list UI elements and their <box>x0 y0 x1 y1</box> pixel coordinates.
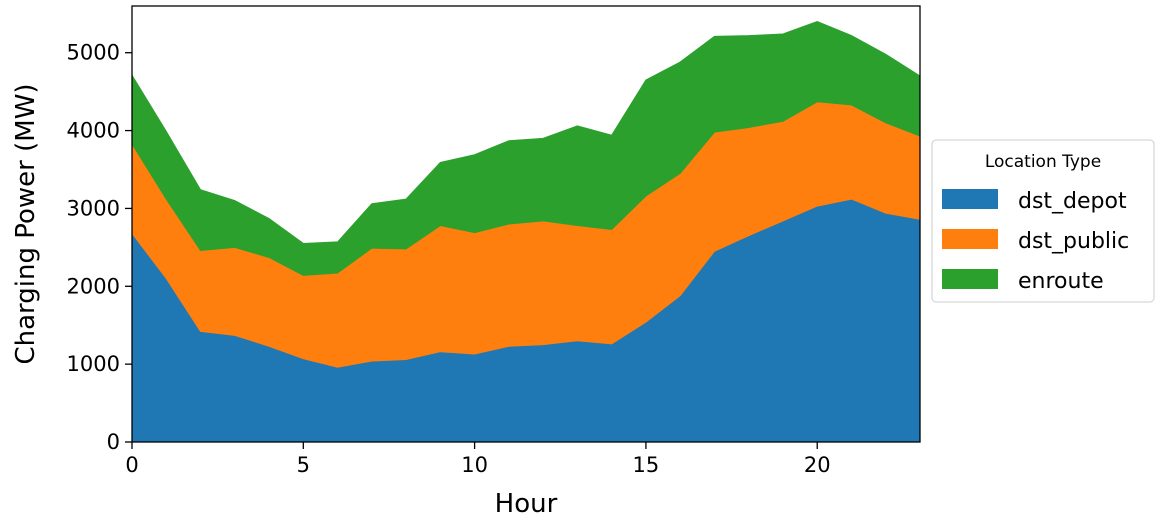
legend-label-enroute: enroute <box>1018 269 1104 294</box>
y-axis-label: Charging Power (MW) <box>11 83 41 364</box>
x-tick-label: 5 <box>297 453 310 477</box>
y-tick-label: 1000 <box>67 352 120 376</box>
x-axis-ticks: 0 5 10 15 20 <box>125 442 831 477</box>
y-axis-ticks: 0 1000 2000 3000 4000 5000 <box>67 41 132 454</box>
y-tick-label: 5000 <box>67 41 120 65</box>
x-tick-label: 0 <box>125 453 138 477</box>
legend-title: Location Type <box>985 152 1101 172</box>
plot-frame <box>131 5 921 443</box>
legend-box <box>931 139 1155 303</box>
y-tick-label: 3000 <box>67 196 120 220</box>
legend-swatch-dst-depot <box>942 189 998 209</box>
area-series-group <box>131 21 921 443</box>
x-tick-label: 10 <box>461 453 488 477</box>
y-tick-label: 2000 <box>67 274 120 298</box>
x-axis-label: Hour <box>495 489 558 518</box>
x-tick-label: 15 <box>633 453 660 477</box>
y-tick-label: 0 <box>107 430 120 454</box>
legend-swatch-dst-public <box>942 229 998 249</box>
y-tick-label: 4000 <box>67 119 120 143</box>
legend-swatch-enroute <box>942 269 998 289</box>
legend-label-dst-depot: dst_depot <box>1018 189 1127 214</box>
legend-label-dst-public: dst_public <box>1018 229 1129 254</box>
x-tick-label: 20 <box>804 453 831 477</box>
